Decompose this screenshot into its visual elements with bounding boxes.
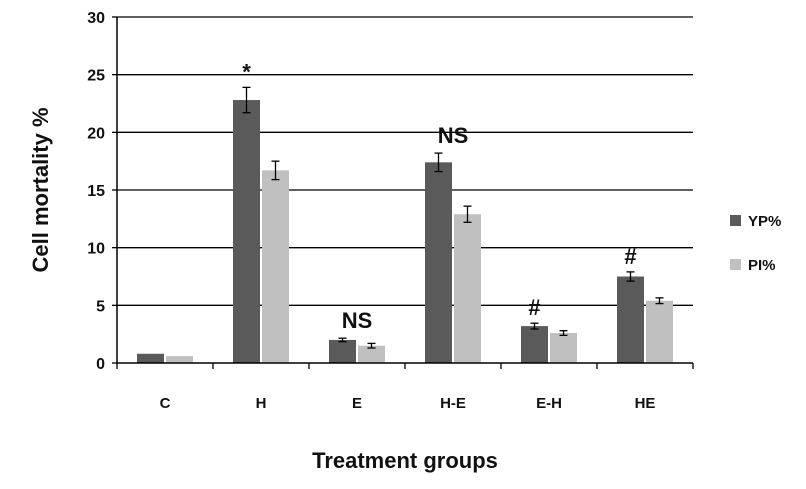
significance-annotations: * NS NS # # [242, 59, 636, 333]
x-category-labels: C H E H-E E-H HE [160, 395, 656, 412]
x-category-label: HE [635, 395, 656, 412]
y-tick-label: 0 [96, 356, 105, 373]
x-category-label: H-E [440, 395, 466, 412]
y-tick-label: 10 [87, 241, 105, 258]
bar-yp-h [233, 100, 260, 363]
y-tick-label: 20 [87, 125, 105, 142]
x-category-label: C [160, 395, 171, 412]
bar-yp-e-h [521, 326, 548, 363]
y-tick-label: 5 [96, 298, 105, 315]
legend-label-pi: PI% [748, 257, 776, 274]
bar-yp-c [137, 353, 164, 363]
bars [137, 100, 673, 363]
y-axis-title: Cell mortality % [28, 107, 53, 272]
bar-yp-he [617, 276, 644, 363]
x-axis-title: Treatment groups [312, 448, 498, 473]
legend-swatch-yp [730, 215, 741, 226]
legend-label-yp: YP% [748, 213, 781, 230]
bar-pi-e-h [550, 333, 577, 363]
bar-pi-h [262, 170, 289, 363]
x-category-label: E [352, 395, 362, 412]
gridlines [112, 16, 693, 364]
bar-pi-e [358, 345, 385, 363]
bar-yp-e [329, 339, 356, 363]
axes [116, 17, 694, 369]
significance-label: NS [438, 123, 469, 148]
bar-yp-h-e [425, 162, 452, 363]
significance-label: # [528, 295, 540, 320]
error-bars [242, 86, 664, 349]
legend-swatch-pi [730, 259, 741, 270]
x-category-label: E-H [536, 395, 562, 412]
bar-pi-h-e [454, 214, 481, 363]
y-tick-label: 25 [87, 68, 105, 85]
significance-label: # [624, 244, 636, 269]
significance-label: NS [342, 308, 373, 333]
x-category-label: H [256, 395, 267, 412]
legend: YP% PI% [730, 213, 781, 274]
y-tick-label: 15 [87, 183, 105, 200]
significance-label: * [242, 59, 251, 84]
y-tick-label: 30 [87, 10, 105, 27]
bar-pi-c [166, 356, 193, 363]
y-tick-labels: 0 5 10 15 20 25 30 [87, 10, 105, 373]
bar-pi-he [646, 300, 673, 363]
